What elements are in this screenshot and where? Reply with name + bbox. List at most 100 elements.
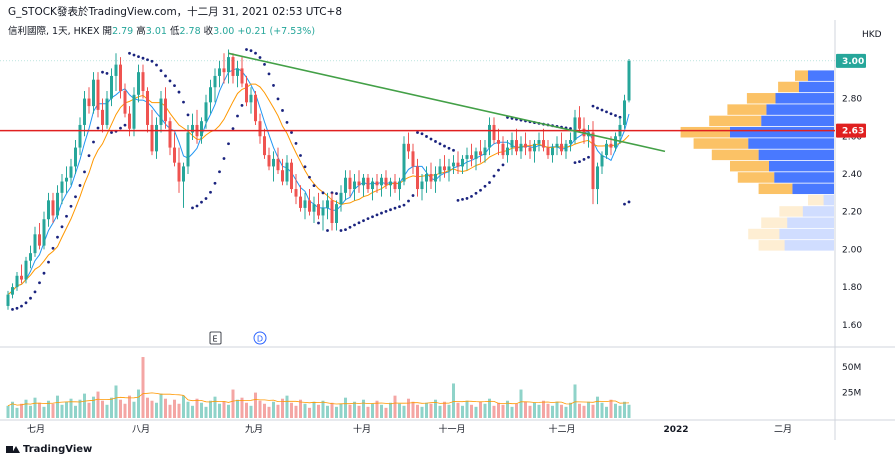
parabolic-sar-dot: [69, 204, 73, 208]
candle-body: [393, 181, 397, 190]
candle: [551, 143, 554, 163]
volume-profile-up-bar: [808, 70, 834, 81]
candle: [479, 140, 482, 163]
parabolic-sar-dot: [29, 296, 32, 300]
candle-body: [519, 143, 523, 152]
candle: [326, 192, 329, 220]
parabolic-sar-dot: [105, 71, 109, 75]
candle: [501, 136, 505, 159]
parabolic-sar-dot: [227, 142, 230, 146]
candle-body: [600, 155, 604, 167]
candle-body: [105, 98, 109, 125]
parabolic-sar-dot: [96, 126, 100, 130]
candle-body: [402, 143, 406, 182]
candle-body: [515, 140, 518, 152]
candle: [600, 151, 604, 174]
parabolic-sar-dot: [56, 235, 59, 239]
candle: [465, 147, 469, 171]
candle-body: [348, 177, 352, 190]
volume-bar: [29, 405, 32, 418]
ma-fast-line: [7, 67, 630, 295]
candle: [96, 72, 100, 118]
volume-profile-up-bar: [802, 206, 834, 217]
parabolic-sar-dot: [605, 110, 608, 114]
candle: [308, 189, 311, 216]
volume-bar: [128, 395, 131, 418]
candle-body: [245, 83, 248, 103]
volume-bar: [564, 406, 568, 418]
volume-profile-down-bar: [737, 172, 775, 183]
parabolic-sar-dot: [366, 217, 370, 221]
candle-body: [164, 98, 167, 122]
volume-bar: [299, 399, 302, 418]
candle: [114, 53, 118, 92]
parabolic-sar-dot: [600, 108, 604, 112]
volume-bar: [227, 404, 230, 418]
parabolic-sar-dot: [312, 184, 316, 188]
parabolic-sar-dot: [384, 209, 388, 213]
parabolic-sar-dot: [159, 69, 163, 73]
volume-bar: [492, 405, 496, 418]
candle: [366, 173, 370, 193]
candle-body: [497, 140, 500, 144]
parabolic-sar-dot: [191, 206, 194, 210]
volume-bar: [515, 403, 518, 418]
candle: [398, 177, 401, 201]
candle: [519, 136, 523, 159]
volume-bar: [344, 397, 347, 418]
candle: [60, 173, 64, 205]
parabolic-sar-dot: [375, 213, 379, 217]
candle-body: [366, 177, 370, 190]
last-price-badge-text: 3.00: [842, 57, 864, 67]
candle-body: [101, 109, 104, 125]
legend-close: 3.00: [213, 26, 235, 37]
candle-body: [434, 173, 437, 182]
volume-bar: [123, 403, 127, 418]
volume-profile-up-bar: [784, 240, 834, 251]
volume-bar: [398, 403, 401, 418]
volume-bar: [137, 389, 140, 418]
candle-body: [438, 166, 442, 174]
legend-open-label: 開: [102, 26, 113, 37]
volume-bar: [591, 404, 595, 418]
candle-body: [411, 151, 415, 167]
candle: [339, 185, 343, 212]
candle: [69, 158, 73, 186]
candle-body: [564, 143, 568, 152]
parabolic-sar-dot: [452, 148, 455, 152]
candle-body: [60, 181, 64, 193]
volume-bar: [600, 402, 604, 418]
candle-body: [236, 68, 239, 76]
candle: [546, 140, 550, 159]
volume-bar: [371, 403, 374, 418]
candle: [515, 128, 518, 156]
candle: [429, 162, 433, 190]
candle: [240, 57, 244, 88]
volume-bar: [488, 398, 491, 418]
candle: [294, 173, 298, 205]
trend-line: [228, 52, 666, 153]
parabolic-sar-dot: [78, 184, 82, 187]
parabolic-sar-dot: [204, 197, 208, 200]
candle-body: [11, 287, 14, 295]
volume-bar: [24, 399, 28, 418]
candle: [258, 113, 262, 144]
candle-body: [258, 121, 262, 137]
candle-body: [177, 162, 181, 182]
volume-bar: [425, 402, 428, 418]
parabolic-sar-dot: [380, 211, 383, 215]
candle-body: [281, 170, 284, 182]
candle-body: [267, 155, 271, 167]
parabolic-sar-dot: [326, 229, 329, 232]
volume-profile-down-bar: [680, 126, 730, 138]
candle: [497, 128, 500, 156]
candle: [218, 60, 221, 88]
volume-profile-up-bar: [748, 138, 834, 149]
candle-body: [119, 64, 122, 92]
volume-profile-down-bar: [711, 149, 759, 161]
candle: [587, 124, 590, 148]
parabolic-sar-dot: [353, 223, 356, 227]
candle-body: [492, 124, 496, 141]
volume-bar: [303, 403, 307, 418]
